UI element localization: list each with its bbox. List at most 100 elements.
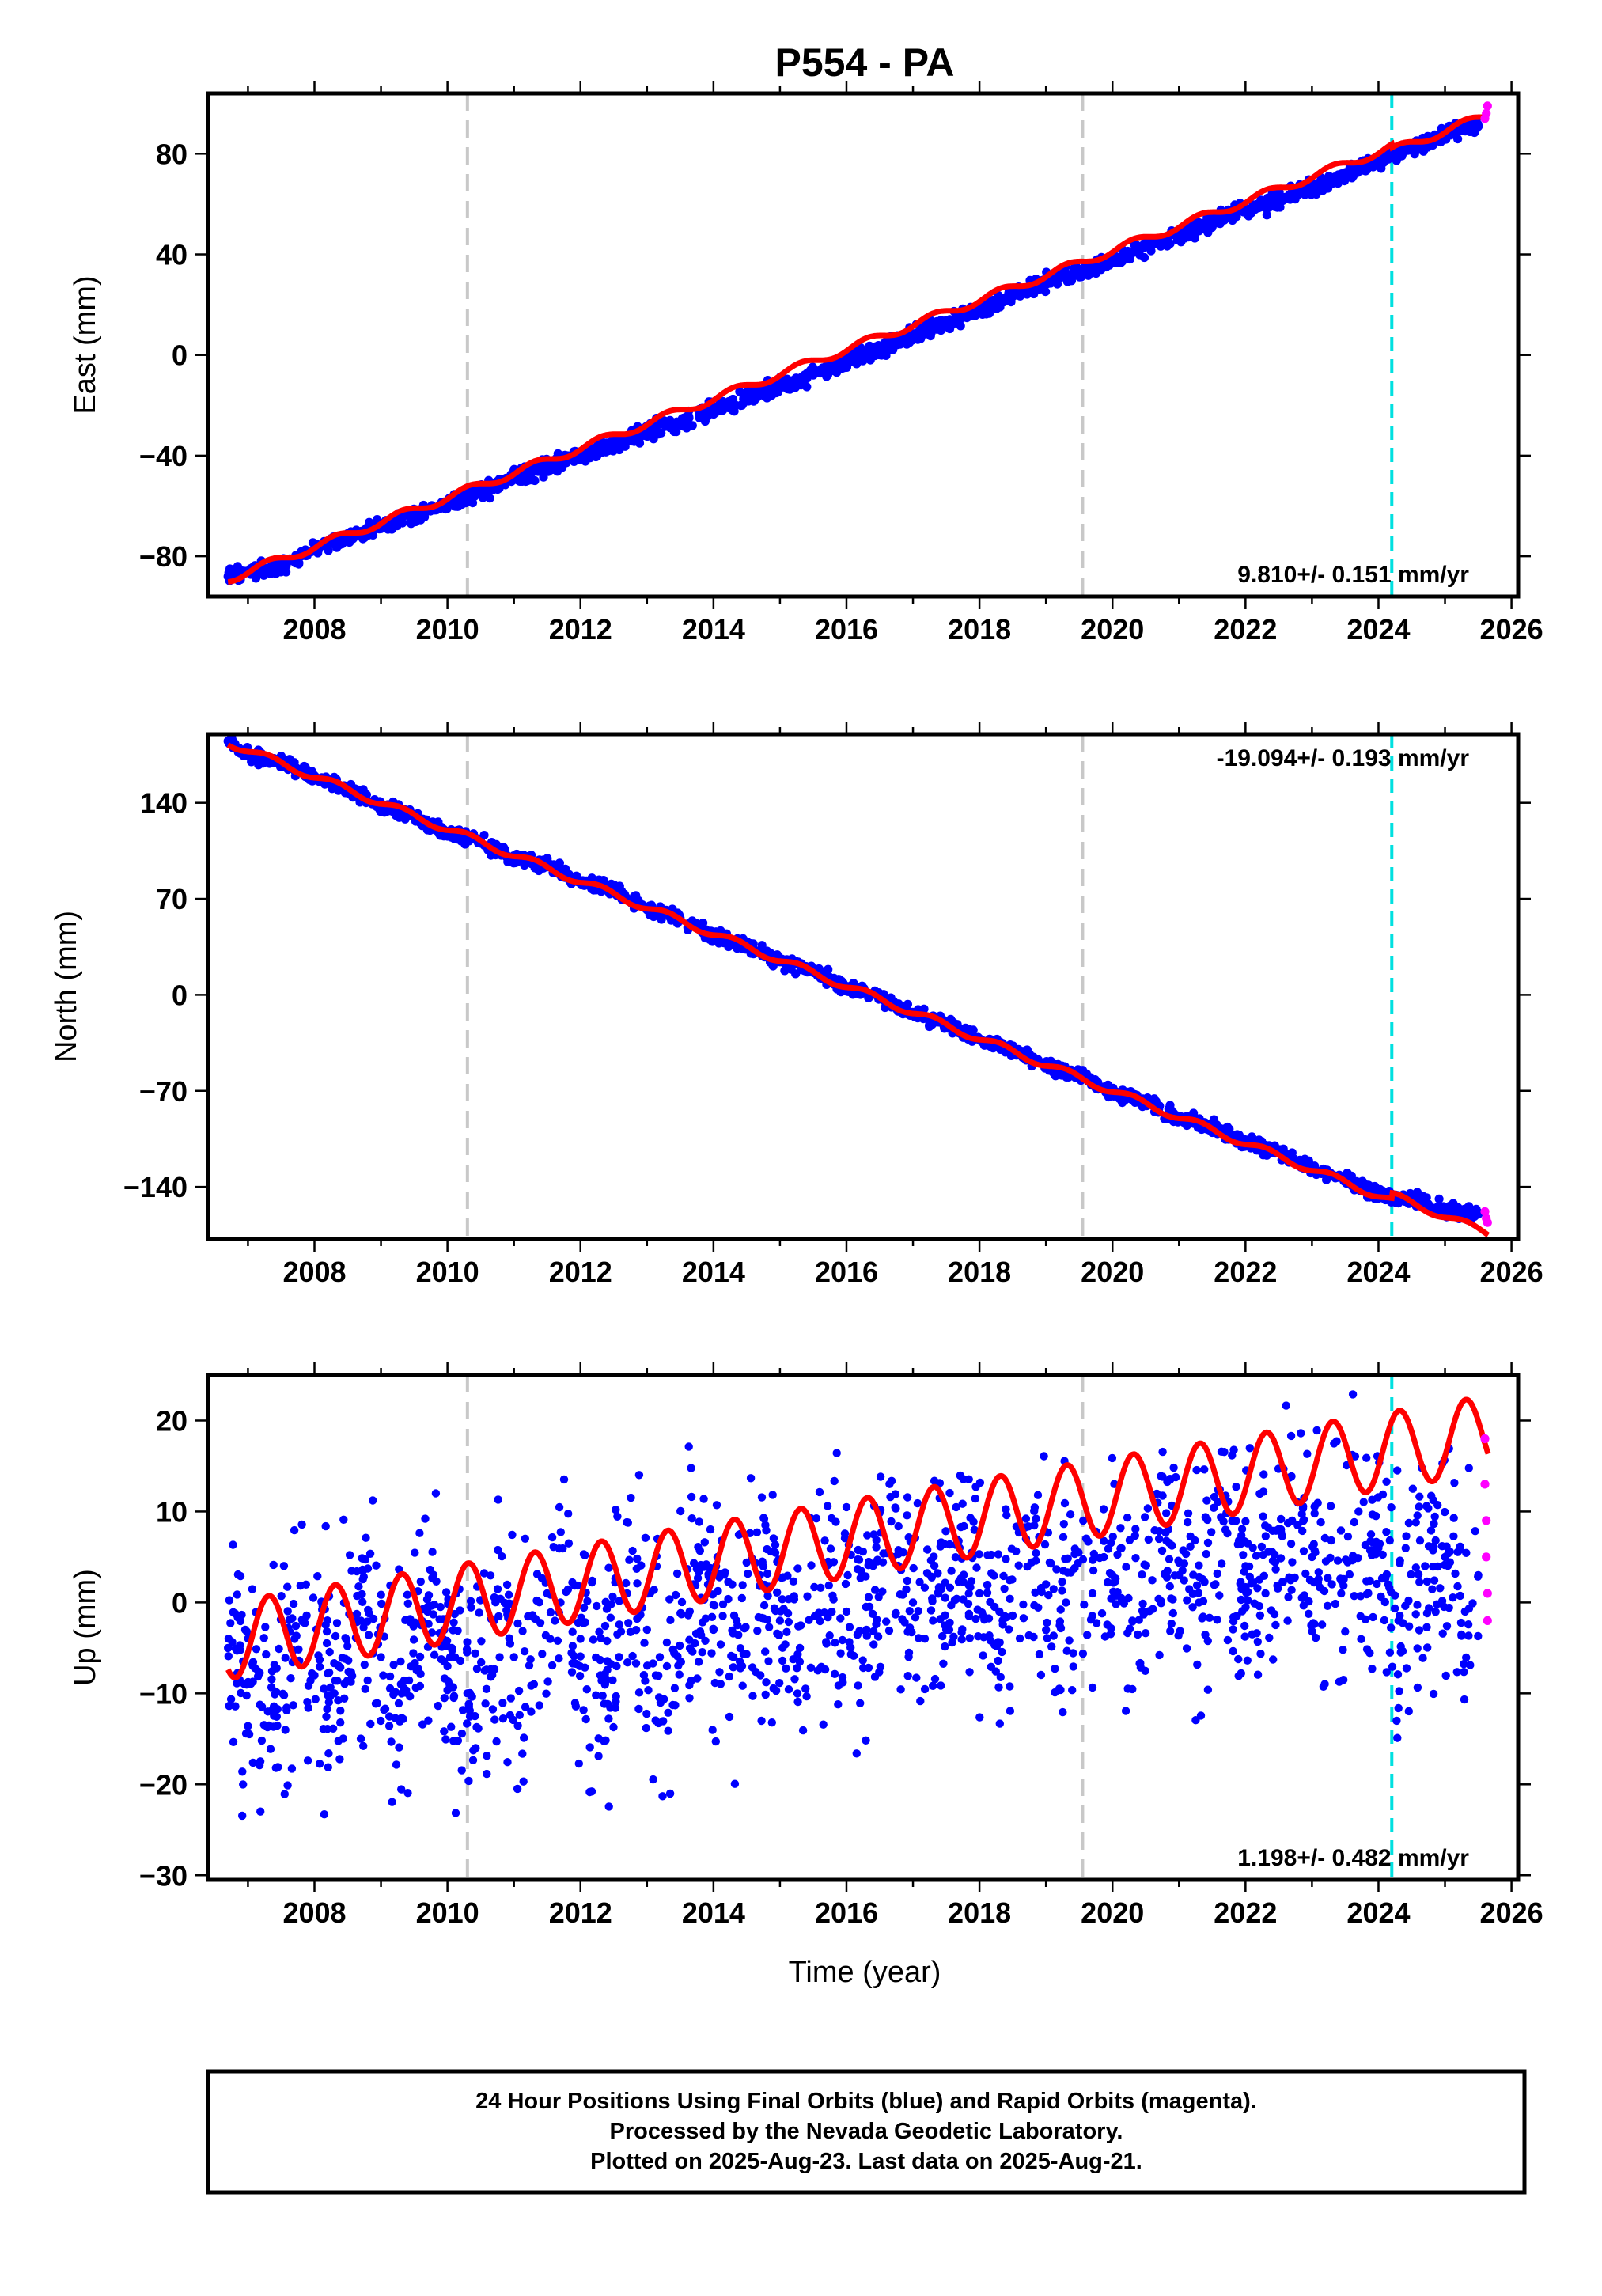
data-point-final [551, 1616, 559, 1625]
data-point-final [313, 1572, 322, 1581]
data-point-final [870, 1586, 880, 1594]
data-point-final [274, 1763, 282, 1771]
data-point-final [336, 1707, 345, 1715]
data-point-final [1099, 1505, 1108, 1514]
data-point-final [443, 1661, 452, 1671]
data-point-final [1390, 1604, 1399, 1613]
data-point-final [824, 1581, 834, 1590]
data-point-final [389, 1661, 398, 1669]
data-point-final [1162, 1509, 1171, 1517]
data-point-final [782, 1627, 791, 1636]
data-point-final [613, 1630, 622, 1639]
data-point-final [828, 1591, 837, 1601]
data-point-final [1068, 1686, 1077, 1695]
data-point-final [267, 1683, 276, 1692]
data-point-final [277, 1592, 286, 1601]
data-point-final [771, 388, 782, 398]
data-point-final [287, 1764, 297, 1773]
data-point-final [641, 1533, 650, 1543]
data-point-final [490, 1715, 499, 1724]
x-tick-label: 2018 [948, 613, 1011, 646]
data-point-final [587, 1787, 596, 1796]
y-tick-label: −70 [139, 1075, 187, 1108]
data-point-final [236, 1571, 245, 1581]
data-point-final [1166, 1627, 1175, 1635]
data-point-final [1303, 1449, 1312, 1458]
data-point-final [1040, 1540, 1050, 1549]
data-point-final [1128, 1616, 1137, 1625]
data-point-final [862, 1602, 870, 1612]
data-point-final [773, 1588, 782, 1597]
data-point-final [431, 1489, 441, 1498]
data-point-final [472, 1722, 481, 1732]
data-point-final [929, 1681, 937, 1690]
data-point-final [559, 1544, 567, 1553]
data-point-final [331, 1677, 339, 1685]
data-point-final [1308, 1627, 1316, 1636]
data-point-final [570, 1699, 580, 1707]
data-point-final [1438, 1629, 1447, 1638]
data-point-final [598, 1692, 607, 1700]
data-point-final [488, 1705, 498, 1714]
data-point-final [238, 1811, 247, 1821]
data-point-final [956, 1471, 965, 1480]
data-point-final [738, 1581, 747, 1589]
data-point-final [310, 1671, 319, 1680]
data-point-final [1218, 1559, 1226, 1568]
data-point-final [447, 1643, 456, 1653]
data-point-final [366, 1719, 375, 1729]
data-point-final [1049, 1585, 1059, 1593]
data-point-final [416, 1669, 425, 1678]
data-point-final [836, 1614, 845, 1623]
data-point-final [1453, 1582, 1462, 1591]
data-point-final [1415, 1578, 1424, 1586]
data-point-final [868, 1609, 877, 1619]
data-point-final [687, 1492, 696, 1502]
data-point-final [1160, 1570, 1169, 1578]
data-point-final [1127, 248, 1137, 259]
data-point-final [335, 1755, 344, 1764]
data-point-final [903, 1493, 912, 1502]
data-point-final [672, 1569, 682, 1578]
data-point-final [941, 1625, 951, 1635]
data-point-final [1049, 277, 1059, 286]
x-tick-label: 2022 [1214, 613, 1277, 646]
data-point-final [529, 1680, 539, 1688]
data-point-final [360, 1660, 369, 1669]
data-point-final [1377, 164, 1386, 173]
data-point-final [775, 381, 785, 390]
data-point-final [831, 1639, 839, 1647]
data-point-final [853, 1631, 862, 1639]
data-point-final [336, 1718, 345, 1727]
data-point-final [854, 1545, 862, 1555]
data-point-final [801, 1684, 810, 1693]
data-point-final [856, 1699, 865, 1707]
data-point-final [379, 1671, 388, 1680]
data-point-final [874, 1593, 883, 1601]
data-point-final [567, 1668, 577, 1677]
data-point-final [903, 1576, 912, 1586]
data-point-final [972, 1563, 981, 1572]
data-point-final [623, 1518, 632, 1527]
data-point-final [1165, 1555, 1174, 1563]
data-point-final [564, 1510, 573, 1518]
data-point-final [541, 1631, 551, 1640]
data-point-final [770, 1604, 779, 1612]
data-point-final [905, 1607, 915, 1616]
data-point-final [1415, 1536, 1425, 1545]
model-curve [227, 114, 1489, 585]
data-point-final [547, 1661, 557, 1670]
data-point-final [443, 1686, 452, 1695]
data-point-final [345, 1551, 354, 1559]
data-point-final [709, 1601, 718, 1609]
data-point-final [224, 1643, 233, 1653]
panel-frame [206, 91, 1521, 599]
data-point-final [483, 1752, 491, 1760]
data-point-final [1169, 1463, 1178, 1472]
data-point-final [852, 1749, 862, 1758]
data-point-final [1108, 1453, 1117, 1463]
data-point-final [1271, 1620, 1280, 1630]
data-point-final [655, 1653, 665, 1661]
data-point-final [825, 1631, 834, 1640]
data-point-final [853, 1565, 862, 1574]
